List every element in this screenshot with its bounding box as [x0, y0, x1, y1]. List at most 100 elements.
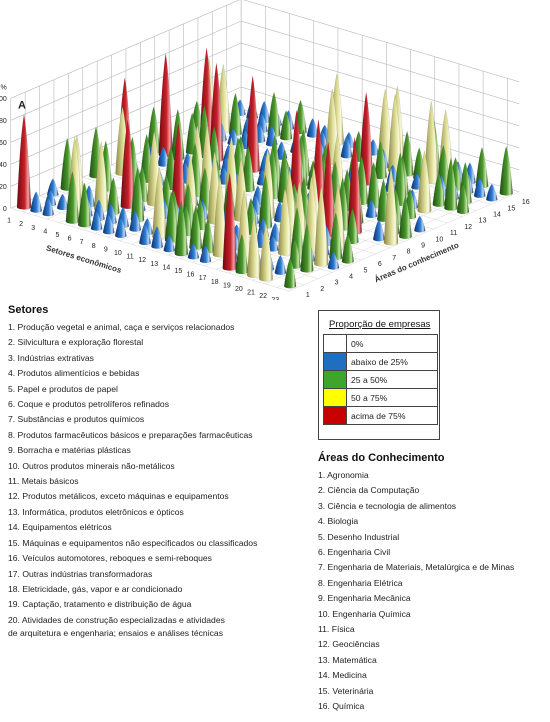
x-tick-label: 10	[114, 250, 122, 257]
area-item: 2. Ciência da Computação	[318, 485, 420, 496]
area-item: 13. Matemática	[318, 654, 377, 665]
sector-item: 4. Produtos alimentícios e bebidas	[8, 368, 140, 379]
x-tick-label: 11	[126, 254, 133, 261]
sectors-panel: Setores 1. Produção vegetal e animal, ca…	[8, 304, 308, 639]
cone-mark	[277, 187, 293, 256]
y-tick-label: 20	[0, 184, 7, 191]
cone-mark	[444, 157, 458, 211]
legend-table: 0% abaixo de 25% 25 a 50% 50 a 75% acima de …	[323, 334, 438, 425]
sector-item: 17. Outras indústrias transformadoras	[8, 568, 153, 579]
y-axis-unit: %	[1, 84, 7, 91]
cone-mark	[274, 254, 287, 275]
cone-mark	[158, 53, 173, 158]
x-tick-label: 15	[175, 268, 183, 275]
z-axis-title: Áreas do conhecimento	[373, 241, 460, 285]
sector-item: 18. Eletricidade, gás, vapor e ar condic…	[8, 583, 183, 594]
legend-box: Proporção de empresas 0% abaixo de 25% 25 …	[318, 310, 440, 440]
z-tick-label: 4	[349, 273, 353, 280]
x-tick-label: 4	[43, 228, 47, 235]
z-tick-label: 16	[522, 199, 530, 206]
z-tick-label: 10	[435, 236, 443, 243]
z-tick-label: 6	[378, 261, 382, 268]
x-tick-label: 7	[80, 239, 84, 246]
z-tick-label: 8	[407, 249, 411, 256]
legend-swatch	[323, 334, 347, 353]
cone-mark	[486, 183, 498, 202]
cone-mark	[16, 114, 32, 210]
legend-row: 0%	[323, 334, 438, 353]
area-item: 8. Engenharia Elétrica	[318, 577, 403, 588]
cone-mark	[246, 216, 261, 278]
cone-mark	[199, 244, 212, 264]
x-tick-label: 22	[259, 293, 267, 300]
areas-list: 1. Agronomia 2. Ciência da Computação 3. C…	[318, 468, 548, 715]
x-tick-label: 14	[162, 264, 170, 271]
x-tick-label: 12	[138, 257, 146, 264]
x-tick-label: 9	[104, 246, 108, 253]
cone-mark	[346, 207, 359, 245]
cone-mark	[90, 210, 103, 231]
sectors-title: Setores	[8, 304, 49, 316]
y-tick-label: 40	[0, 162, 7, 169]
cone-mark	[187, 243, 200, 260]
cone-mark	[151, 226, 163, 249]
cone-mark	[65, 170, 80, 224]
cone-mark	[267, 235, 279, 252]
areas-title: Áreas do Conhecimento	[318, 452, 445, 464]
legend-swatch	[323, 388, 347, 407]
cone-mark	[398, 196, 412, 239]
z-tick-label: 15	[507, 205, 515, 212]
x-tick-label: 8	[92, 243, 96, 250]
area-item: 4. Biologia	[318, 516, 359, 527]
sector-item: 5. Papel e produtos de papel	[8, 383, 118, 394]
cone-mark	[473, 177, 486, 198]
x-tick-label: 23	[271, 297, 279, 300]
cone-mark	[279, 110, 293, 141]
legend-row: 50 a 75%	[323, 388, 438, 407]
z-tick-label: 1	[306, 292, 310, 299]
cone-mark	[78, 182, 91, 228]
x-tick-label: 16	[187, 272, 195, 279]
z-tick-label: 2	[320, 286, 324, 293]
area-item: 11. Física	[318, 624, 355, 635]
z-tick-label: 5	[363, 267, 367, 274]
sector-item: 13. Informática, produtos eletrônicos e …	[8, 506, 184, 517]
sector-item: 15. Máquinas e equipamentos não especifi…	[8, 537, 258, 548]
back-gridline	[243, 0, 520, 83]
legend-label: 25 a 50%	[346, 370, 438, 389]
x-tick-label: 21	[247, 290, 255, 297]
z-tick-label: 9	[421, 242, 425, 249]
sector-item: 2. Silvicultura e exploração florestal	[8, 337, 144, 348]
area-item: 1. Agronomia	[318, 470, 369, 480]
cone-mark	[373, 219, 385, 242]
cone-mark	[212, 176, 228, 258]
x-tick-label: 20	[235, 286, 243, 293]
sectors-list: 1. Produção vegetal e animal, caça e ser…	[8, 320, 308, 639]
cone-mark	[456, 183, 470, 215]
y-tick-label: 0	[3, 206, 7, 213]
legend-swatch	[323, 370, 347, 389]
cone-mark	[424, 101, 439, 184]
area-item: 10. Engenharia Química	[318, 608, 411, 619]
legend-row: abaixo de 25%	[323, 352, 438, 371]
cone-mark	[174, 200, 189, 257]
legend-label: acima de 75%	[346, 406, 438, 425]
cone-mark	[56, 193, 69, 211]
z-tick-label: 13	[479, 218, 487, 225]
back-gridline	[241, 20, 520, 105]
y-tick-label: 100	[0, 96, 7, 103]
z-tick-label: 14	[493, 211, 501, 218]
y-tick-label: 80	[0, 118, 7, 125]
back-gridline	[241, 64, 520, 149]
cone-mark	[327, 251, 340, 270]
cone-mark	[314, 185, 329, 267]
sector-item: 1. Produção vegetal e animal, caça e ser…	[8, 322, 235, 332]
floor-gridline	[10, 208, 290, 292]
cone-mark	[414, 215, 426, 233]
sector-item: 14. Equipamentos elétricos	[8, 522, 112, 533]
chart-svg: 020406080100%123456789101112131415161718…	[0, 0, 530, 300]
sector-item: 8. Produtos farmacêuticos básicos e prep…	[8, 429, 253, 440]
sector-item: 16. Veículos automotores, reboques e sem…	[8, 553, 212, 564]
cone-mark	[365, 199, 378, 219]
z-tick-label: 3	[335, 280, 339, 287]
